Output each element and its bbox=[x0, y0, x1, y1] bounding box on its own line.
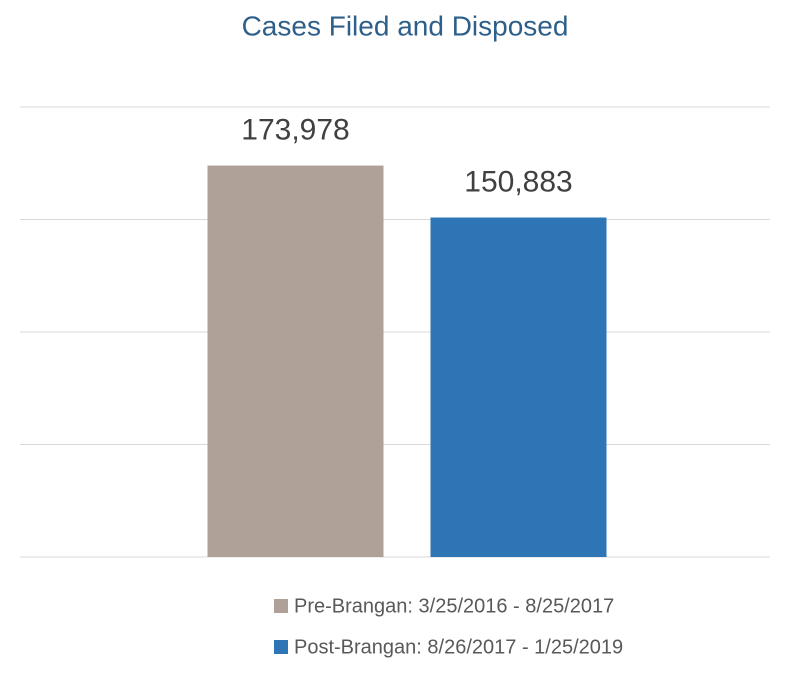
bar bbox=[430, 217, 607, 557]
chart-title: Cases Filed and Disposed bbox=[242, 10, 569, 41]
legend-swatch bbox=[274, 599, 288, 613]
legend-label: Pre-Brangan: 3/25/2016 - 8/25/2017 bbox=[294, 595, 614, 617]
data-label: 150,883 bbox=[464, 165, 572, 198]
legend-label: Post-Brangan: 8/26/2017 - 1/25/2019 bbox=[294, 636, 623, 658]
data-label: 173,978 bbox=[241, 113, 349, 146]
legend-swatch bbox=[274, 640, 288, 654]
bar bbox=[207, 165, 384, 557]
